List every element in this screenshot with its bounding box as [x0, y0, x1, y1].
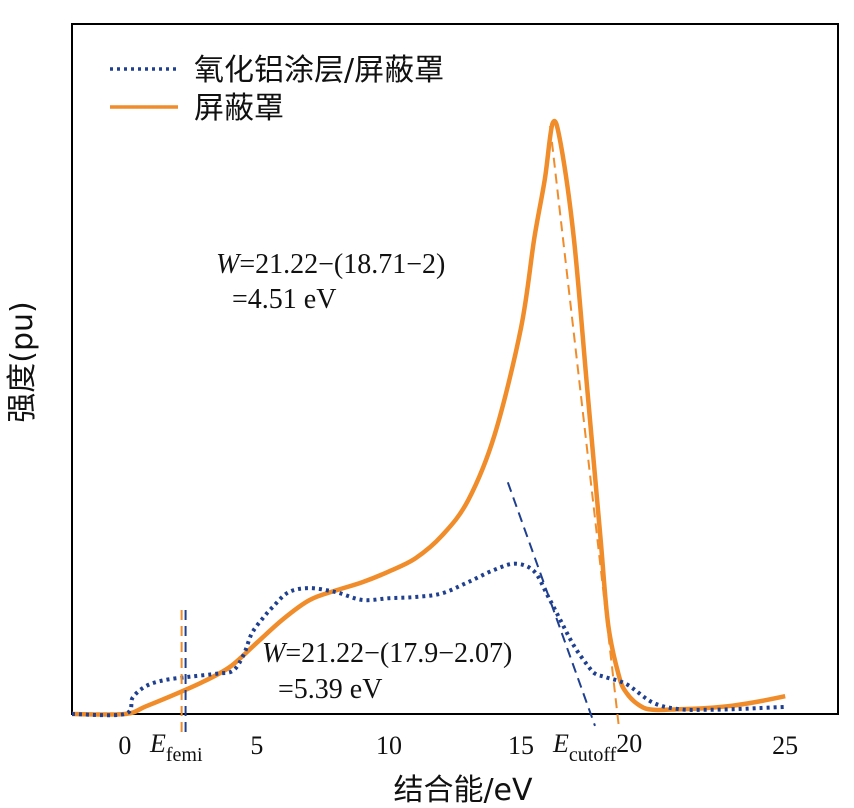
marker-e-femi: Efemi	[149, 729, 203, 766]
series-layer	[71, 118, 786, 718]
annotation-shield-work-function: W=21.22−(18.71−2) =4.51 eV	[216, 249, 445, 315]
annotation-result: =5.39 eV	[278, 674, 382, 705]
x-ticks: 0 5 10 15 25	[118, 731, 798, 760]
annotation-w: W	[216, 249, 242, 280]
annotation-formula: =21.22−(18.71−2)	[239, 249, 445, 280]
annotation-line: W=21.22−(18.71−2)	[216, 249, 445, 280]
y-axis-label: 强度(pu)	[5, 301, 40, 422]
x-tick-label: 0	[118, 731, 131, 760]
guide-layer	[180, 125, 620, 738]
series-line-shield	[71, 118, 786, 717]
legend-label-shield: 屏蔽罩	[194, 91, 284, 126]
guide-line-0	[506, 482, 596, 727]
annotation-formula: =21.22−(17.9−2.07)	[285, 638, 512, 669]
x-tick-label: 5	[250, 731, 263, 760]
x-tick-label: 25	[772, 731, 798, 760]
marker-e-sub: cutoff	[569, 744, 617, 766]
marker-e-main: E	[552, 729, 569, 758]
x-tick-label: 10	[376, 731, 402, 760]
guide-line-1	[549, 125, 620, 726]
annotation-result: =4.51 eV	[232, 284, 336, 315]
marker-e-sub: femi	[166, 744, 203, 766]
tick-label-20: 20	[616, 729, 642, 758]
x-tick-label: 15	[508, 731, 534, 760]
annotation-line: W=21.22−(17.9−2.07)	[262, 638, 512, 669]
series-line-coated	[71, 561, 786, 718]
marker-e-main: E	[149, 729, 166, 758]
annotation-coated-work-function: W=21.22−(17.9−2.07) =5.39 eV	[262, 638, 512, 705]
marker-e-cutoff: Ecutoff20	[552, 729, 642, 766]
legend: 氧化铝涂层/屏蔽罩 屏蔽罩	[110, 53, 444, 126]
x-axis-label: 结合能/eV	[393, 773, 533, 808]
annotation-w: W	[262, 638, 288, 669]
legend-label-coated: 氧化铝涂层/屏蔽罩	[194, 53, 444, 88]
plot-frame	[71, 23, 839, 715]
